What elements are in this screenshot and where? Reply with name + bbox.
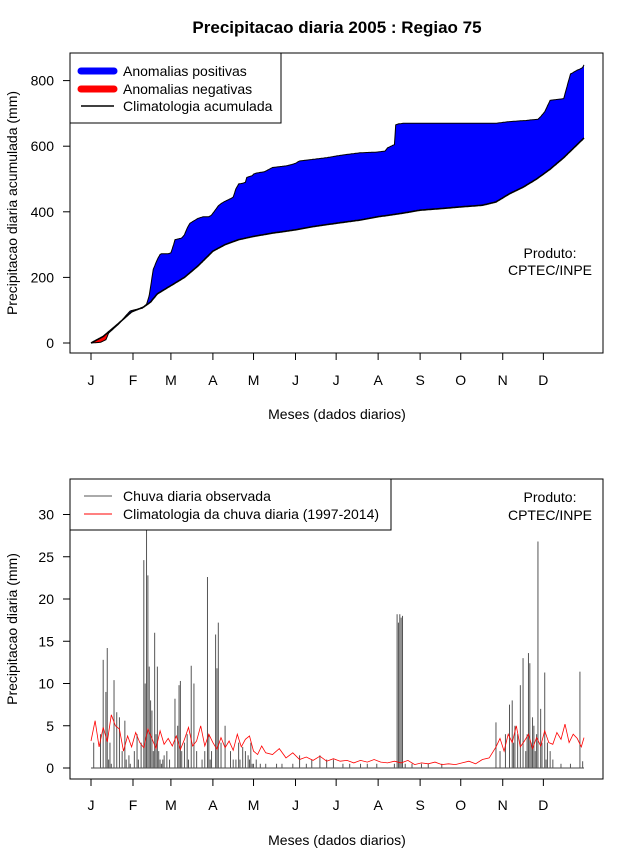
legend-negative-label: Anomalias negativas bbox=[123, 81, 252, 97]
top-y-axis-label: Precipitacao diaria acumulada (mm) bbox=[4, 91, 20, 315]
bottom-legend: Chuva diaria observada Climatologia da c… bbox=[69, 478, 392, 531]
bottom-x-tick-label: M bbox=[165, 797, 177, 813]
top-annotation-line1: Produto: bbox=[524, 245, 577, 261]
bottom-x-tick-label: N bbox=[498, 797, 508, 813]
top-x-tick-label: N bbox=[498, 372, 508, 388]
bottom-y-tick-label: 10 bbox=[38, 676, 54, 692]
legend-climatology-label: Climatologia acumulada bbox=[123, 98, 273, 114]
bottom-x-tick-label: S bbox=[415, 797, 424, 813]
top-legend: Anomalias positivas Anomalias negativas … bbox=[69, 52, 282, 124]
positive-anomaly-area bbox=[91, 64, 584, 344]
bottom-x-tick-label: J bbox=[292, 797, 299, 813]
legend-climatology-daily-label: Climatologia da chuva diaria (1997-2014) bbox=[123, 506, 379, 522]
bottom-y-tick-label: 25 bbox=[38, 549, 54, 565]
top-x-axis-label: Meses (dados diarios) bbox=[268, 406, 406, 422]
top-y-tick-label: 600 bbox=[31, 138, 55, 154]
bottom-annotation-line1: Produto: bbox=[524, 489, 577, 505]
climatology-daily-polyline bbox=[90, 714, 585, 766]
top-x-tick-label: J bbox=[292, 372, 299, 388]
top-y-tick-label: 200 bbox=[31, 269, 55, 285]
top-x-tick-label: S bbox=[415, 372, 424, 388]
positive-anomaly-polygon bbox=[91, 64, 584, 344]
observed-daily-bars bbox=[91, 527, 584, 769]
top-x-tick-label: D bbox=[538, 372, 548, 388]
top-x-tick-label: A bbox=[373, 372, 383, 388]
bottom-x-tick-label: A bbox=[208, 797, 218, 813]
top-x-tick-label: M bbox=[165, 372, 177, 388]
bottom-y-tick-label: 5 bbox=[46, 718, 54, 734]
top-x-tick-label: A bbox=[208, 372, 218, 388]
bottom-x-axis-label: Meses (dados diarios) bbox=[268, 832, 406, 848]
bottom-annotation-line2: CPTEC/INPE bbox=[508, 507, 592, 523]
bottom-x-tick-label: J bbox=[88, 797, 95, 813]
top-x-tick-label: J bbox=[88, 372, 95, 388]
bottom-x-tick-label: J bbox=[333, 797, 340, 813]
cumulative-lines bbox=[90, 64, 585, 344]
top-annotation-line2: CPTEC/INPE bbox=[508, 262, 592, 278]
top-x-tick-label: M bbox=[248, 372, 260, 388]
top-y-tick-label: 0 bbox=[46, 335, 54, 351]
bottom-y-axis-label: Precipitacao diaria (mm) bbox=[4, 553, 20, 705]
cumulative-chart: 0 200 400 600 800 J F M A M J J A S O N D Meses (dados … bbox=[4, 52, 604, 422]
bottom-y-tick-label: 30 bbox=[38, 507, 54, 523]
top-y-axis: 0 200 400 600 800 bbox=[31, 73, 70, 351]
climatology-daily-line bbox=[90, 714, 585, 766]
top-x-tick-label: F bbox=[129, 372, 138, 388]
legend-positive-label: Anomalias positivas bbox=[123, 63, 247, 79]
bottom-y-axis: 0 5 10 15 20 25 30 bbox=[38, 507, 70, 776]
figure-title: Precipitacao diaria 2005 : Regiao 75 bbox=[192, 18, 481, 37]
observed-cumulative-line bbox=[91, 64, 585, 344]
bottom-x-tick-label: F bbox=[129, 797, 138, 813]
bottom-legend-box bbox=[69, 478, 392, 531]
bottom-x-tick-label: D bbox=[538, 797, 548, 813]
top-x-tick-label: J bbox=[333, 372, 340, 388]
top-x-tick-label: O bbox=[455, 372, 466, 388]
top-y-tick-label: 400 bbox=[31, 204, 55, 220]
legend-observed-label: Chuva diaria observada bbox=[123, 488, 271, 504]
climatology-cumulative-line bbox=[90, 137, 585, 344]
daily-chart: 0 5 10 15 20 25 30 J F M A M J J A S O N D Meses (dados d… bbox=[4, 478, 604, 848]
bottom-y-tick-label: 15 bbox=[38, 633, 54, 649]
bottom-x-tick-label: A bbox=[373, 797, 383, 813]
top-y-tick-label: 800 bbox=[31, 73, 55, 89]
bottom-x-tick-label: O bbox=[455, 797, 466, 813]
bottom-y-tick-label: 20 bbox=[38, 591, 54, 607]
bottom-y-tick-label: 0 bbox=[46, 760, 54, 776]
bottom-x-tick-label: M bbox=[248, 797, 260, 813]
